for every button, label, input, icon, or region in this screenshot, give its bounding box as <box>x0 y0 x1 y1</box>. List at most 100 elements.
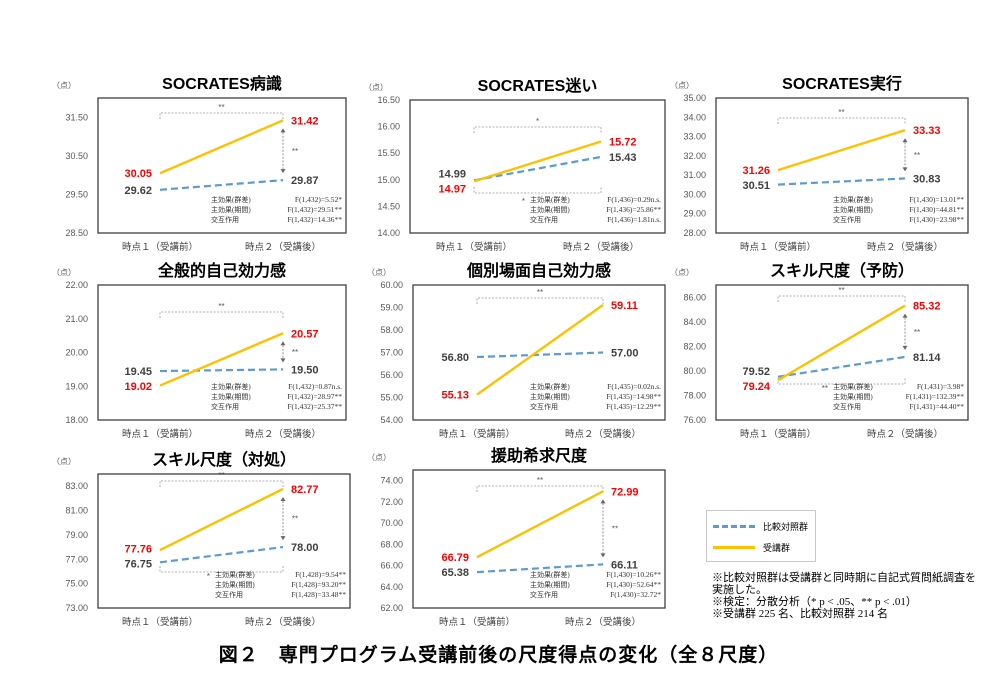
stat-value: F(1,432)=0.87n.s. <box>288 382 342 391</box>
x-tick-label: 時点１（受講前） <box>122 241 198 253</box>
arrow-head-up-icon <box>902 138 908 143</box>
series-line-treatment <box>159 332 284 387</box>
data-label-treatment: 31.42 <box>291 115 319 127</box>
significance-bracket-top <box>159 112 284 119</box>
chart-title: 個別場面自己効力感 <box>466 261 611 280</box>
data-label-treatment: 82.77 <box>291 484 319 496</box>
stat-label: 主効果(群差) <box>530 382 570 391</box>
legend-label-control: 比較対照群 <box>763 522 809 532</box>
y-tick-label: 56.00 <box>380 370 403 380</box>
series-line-treatment <box>159 119 284 175</box>
chart-title: スキル尺度（予防） <box>770 261 914 280</box>
x-tick-label: 時点２（受講後） <box>563 241 639 253</box>
data-label-control: 78.00 <box>291 542 319 554</box>
y-tick-label: 83.00 <box>65 481 88 491</box>
y-tick-label: 16.50 <box>377 95 400 105</box>
significance-mark-interaction: ** <box>612 524 618 533</box>
stat-label: 交互作用 <box>833 402 861 411</box>
y-tick-label: 15.00 <box>377 175 400 185</box>
stat-label: 主効果(期間) <box>211 205 251 214</box>
y-tick-label: 28.50 <box>65 228 88 238</box>
data-label-treatment: 20.57 <box>291 328 319 340</box>
stat-label: 交互作用 <box>211 215 239 224</box>
dashed-line-swatch <box>713 525 755 528</box>
data-label-treatment: 14.97 <box>438 183 466 195</box>
y-tick-label: 14.00 <box>377 228 400 238</box>
data-label-treatment: 30.05 <box>124 168 152 180</box>
legend-label-treatment: 受講群 <box>763 543 791 553</box>
y-tick-label: 76.00 <box>683 415 706 425</box>
stat-value: F(1,431)=3.98* <box>917 382 964 391</box>
stat-label: 主効果(期間) <box>211 392 251 401</box>
y-tick-label: 86.00 <box>683 292 706 302</box>
plot-area <box>412 284 666 421</box>
significance-bracket-top <box>159 311 284 318</box>
data-label-control: 79.52 <box>742 366 770 378</box>
stat-label: 交互作用 <box>530 215 558 224</box>
chart-title: SOCRATES実行 <box>782 74 902 93</box>
significance-mark-bottom: ** <box>822 384 828 393</box>
stat-value: F(1,432)=25.37** <box>287 402 342 411</box>
y-tick-label: 74.00 <box>380 476 403 486</box>
stat-value: F(1,432)=29.51** <box>287 205 342 214</box>
y-tick-label: 60.00 <box>380 280 403 290</box>
data-label-control: 66.11 <box>611 559 638 571</box>
data-label-treatment: 19.02 <box>124 381 152 393</box>
y-tick-label: 21.00 <box>65 314 88 324</box>
arrow-head-down-icon <box>280 536 286 541</box>
y-tick-label: 22.00 <box>65 280 88 290</box>
stat-label: 主効果(群差) <box>211 195 251 204</box>
y-tick-label: 32.00 <box>683 151 706 161</box>
y-tick-label: 59.00 <box>380 303 403 313</box>
y-tick-label: 18.00 <box>65 415 88 425</box>
series-line-treatment <box>159 487 284 552</box>
stat-label: 主効果(群差) <box>833 382 873 391</box>
y-tick-label: 66.00 <box>380 561 403 571</box>
x-tick-label: 時点２（受講後） <box>867 428 943 440</box>
legend-item-control: 比較対照群 <box>713 520 808 533</box>
series-line-treatment <box>473 140 602 183</box>
data-label-treatment: 79.24 <box>742 381 770 393</box>
y-unit-label: （点） <box>670 81 694 90</box>
chart-title: 全般的自己効力感 <box>157 261 286 280</box>
y-tick-label: 34.00 <box>683 112 706 122</box>
arrow-head-down-icon <box>902 167 908 172</box>
arrow-head-down-icon <box>600 553 606 558</box>
data-label-treatment: 85.32 <box>913 301 941 313</box>
x-tick-label: 時点２（受講後） <box>245 241 321 253</box>
data-label-treatment: 72.99 <box>611 486 639 498</box>
significance-bracket-bottom <box>159 566 284 573</box>
arrow-head-up-icon <box>280 341 286 346</box>
stat-label: 交互作用 <box>215 590 243 599</box>
significance-mark-interaction: ** <box>292 348 298 357</box>
series-line-control <box>476 563 604 574</box>
x-tick-label: 時点１（受講前） <box>439 616 515 628</box>
stat-value: F(1,428)=33.48** <box>291 590 346 599</box>
arrow-head-down-icon <box>280 169 286 174</box>
series-line-treatment <box>777 129 906 172</box>
y-tick-label: 35.00 <box>683 93 706 103</box>
stat-value: F(1,430)=13.01** <box>909 195 964 204</box>
series-line-control <box>159 179 284 191</box>
data-label-control: 81.14 <box>913 352 941 364</box>
stat-label: 主効果(期間) <box>833 205 873 214</box>
y-tick-label: 79.00 <box>65 530 88 540</box>
y-tick-label: 62.00 <box>380 603 403 613</box>
stat-value: F(1,431)=132.39** <box>906 392 965 401</box>
y-tick-label: 73.00 <box>65 603 88 613</box>
figure-caption: 図２ 専門プログラム受講前後の尺度得点の変化（全８尺度） <box>218 645 779 666</box>
series-line-control <box>476 351 604 359</box>
significance-bracket-top <box>159 480 284 487</box>
stat-label: 主効果(期間) <box>833 392 873 401</box>
stat-value: F(1,432)=5.52* <box>295 195 342 204</box>
significance-bracket-top <box>476 297 604 304</box>
y-tick-label: 30.50 <box>65 151 88 161</box>
series-line-treatment <box>476 304 604 396</box>
note-2: ※検定：分散分析（* p < .05、** p < .01） <box>712 596 917 608</box>
significance-mark-top: ** <box>537 476 543 485</box>
arrow-head-down-icon <box>280 358 286 363</box>
chart-title: SOCRATES迷い <box>478 76 598 95</box>
significance-bracket-top <box>476 485 604 492</box>
x-tick-label: 時点２（受講後） <box>565 616 641 628</box>
significance-mark-top: ** <box>218 302 224 311</box>
